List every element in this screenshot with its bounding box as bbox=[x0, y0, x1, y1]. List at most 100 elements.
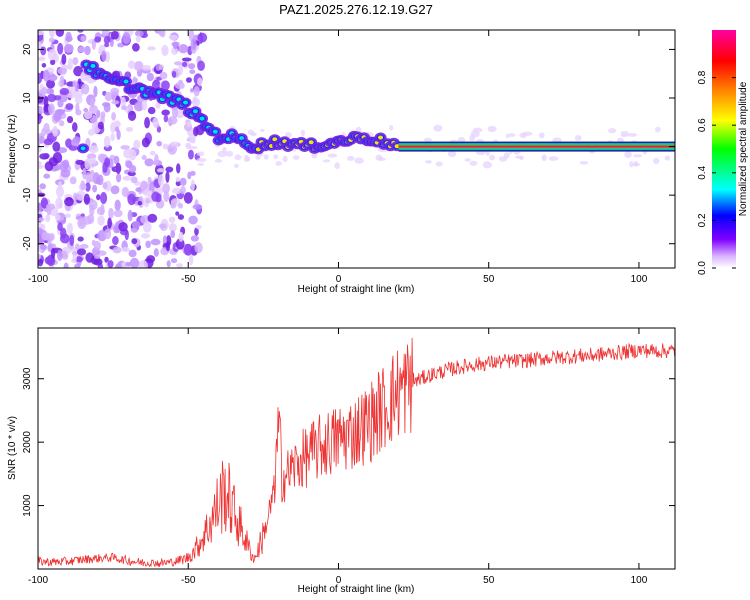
noise-blob bbox=[435, 161, 443, 167]
noise-blob bbox=[194, 242, 203, 254]
ridge-peak bbox=[90, 63, 96, 68]
noise-blob bbox=[92, 184, 98, 193]
noise-blob bbox=[633, 160, 638, 167]
noise-blob bbox=[186, 120, 192, 128]
noise-blob bbox=[624, 151, 632, 159]
noise-blob bbox=[64, 196, 74, 207]
noise-blob bbox=[156, 168, 165, 173]
colorbar: 0.0 0.2 0.4 0.6 0.8 Normalized spectral ampl… bbox=[697, 30, 749, 275]
noise-blob bbox=[125, 261, 132, 267]
noise-blob bbox=[137, 201, 143, 206]
noise-blob bbox=[46, 208, 52, 216]
noise-blob bbox=[104, 228, 112, 240]
spectrogram-y-tick-label: 10 bbox=[22, 92, 33, 104]
noise-blob bbox=[135, 35, 141, 43]
noise-blob bbox=[140, 233, 151, 239]
noise-blob bbox=[165, 166, 174, 173]
noise-blob bbox=[91, 39, 96, 50]
noise-blob bbox=[78, 219, 85, 227]
noise-blob bbox=[188, 63, 196, 70]
colorbar-tick-label: 0.0 bbox=[697, 261, 708, 275]
noise-blob bbox=[44, 161, 54, 172]
noise-blob bbox=[574, 135, 582, 141]
noise-blob bbox=[161, 109, 170, 116]
snr-panel: -100 -50 0 50 100 1000 2000 3000 Height of str… bbox=[7, 327, 676, 595]
noise-blob bbox=[158, 174, 164, 187]
noise-blob bbox=[519, 155, 525, 161]
noise-blob bbox=[163, 191, 170, 203]
noise-blob bbox=[505, 133, 510, 139]
noise-blob bbox=[128, 60, 136, 70]
noise-blob bbox=[103, 36, 110, 45]
noise-blob bbox=[155, 102, 161, 109]
noise-blob bbox=[84, 182, 91, 192]
ridge-peak bbox=[212, 129, 218, 134]
noise-blob bbox=[80, 180, 86, 191]
noise-blob bbox=[52, 141, 61, 152]
noise-blob bbox=[112, 236, 119, 246]
noise-blob bbox=[114, 199, 121, 211]
noise-blob bbox=[38, 108, 45, 114]
colorbar-tick-label: 0.4 bbox=[697, 165, 708, 179]
noise-blob bbox=[145, 240, 151, 249]
noise-blob bbox=[190, 179, 195, 191]
noise-blob bbox=[433, 124, 443, 132]
noise-blob bbox=[170, 258, 178, 264]
noise-blob bbox=[147, 213, 158, 223]
noise-blob bbox=[53, 95, 62, 101]
noise-blob bbox=[76, 248, 87, 256]
colorbar-gradient bbox=[712, 30, 736, 268]
noise-blob bbox=[170, 230, 176, 239]
snr-x-tick-label: -50 bbox=[181, 575, 196, 586]
noise-blob bbox=[43, 138, 54, 146]
noise-blob bbox=[43, 173, 51, 179]
noise-blob bbox=[193, 86, 200, 97]
noise-blob bbox=[38, 56, 46, 61]
noise-blob bbox=[41, 86, 48, 95]
figure-title: PAZ1.2025.276.12.19.G27 bbox=[279, 2, 433, 17]
snr-x-tick-label: 0 bbox=[336, 575, 342, 586]
noise-blob bbox=[151, 191, 160, 202]
noise-blob bbox=[146, 72, 154, 82]
noise-blob bbox=[354, 157, 364, 164]
noise-blob bbox=[89, 169, 95, 177]
noise-blob bbox=[181, 57, 192, 62]
noise-blob bbox=[282, 155, 288, 163]
spectrogram-y-tick-label: 0 bbox=[22, 143, 33, 149]
noise-blob bbox=[38, 258, 44, 267]
noise-blob bbox=[73, 65, 84, 77]
noise-blob bbox=[183, 192, 193, 204]
noise-blob bbox=[91, 239, 96, 246]
noise-blob bbox=[633, 154, 643, 158]
noise-blob bbox=[250, 132, 257, 137]
noise-blob bbox=[498, 156, 508, 162]
noise-blob bbox=[122, 32, 131, 44]
noise-blob bbox=[50, 59, 56, 66]
noise-blob bbox=[89, 177, 94, 183]
noise-blob bbox=[75, 243, 80, 250]
noise-blob bbox=[179, 177, 187, 186]
noise-blob bbox=[169, 141, 180, 147]
noise-blob bbox=[99, 191, 108, 204]
noise-blob bbox=[58, 120, 65, 127]
noise-blob bbox=[177, 214, 185, 220]
noise-blob bbox=[260, 128, 265, 133]
snr-series-line bbox=[38, 337, 675, 568]
noise-blob bbox=[664, 155, 671, 161]
noise-blob bbox=[142, 189, 153, 197]
noise-blob bbox=[97, 121, 104, 130]
noise-blob bbox=[65, 138, 73, 148]
noise-blob bbox=[188, 30, 195, 42]
spectrogram-x-tick-label: 50 bbox=[483, 274, 495, 285]
noise-blob bbox=[192, 96, 198, 104]
noise-blob bbox=[57, 67, 67, 75]
noise-blob bbox=[118, 221, 128, 232]
noise-blob bbox=[378, 157, 386, 162]
noise-blob bbox=[111, 112, 116, 121]
noise-blob bbox=[82, 167, 87, 180]
noise-blob bbox=[171, 70, 177, 78]
noise-blob bbox=[52, 125, 58, 137]
noise-blob bbox=[116, 129, 121, 140]
noise-blob bbox=[75, 159, 85, 165]
